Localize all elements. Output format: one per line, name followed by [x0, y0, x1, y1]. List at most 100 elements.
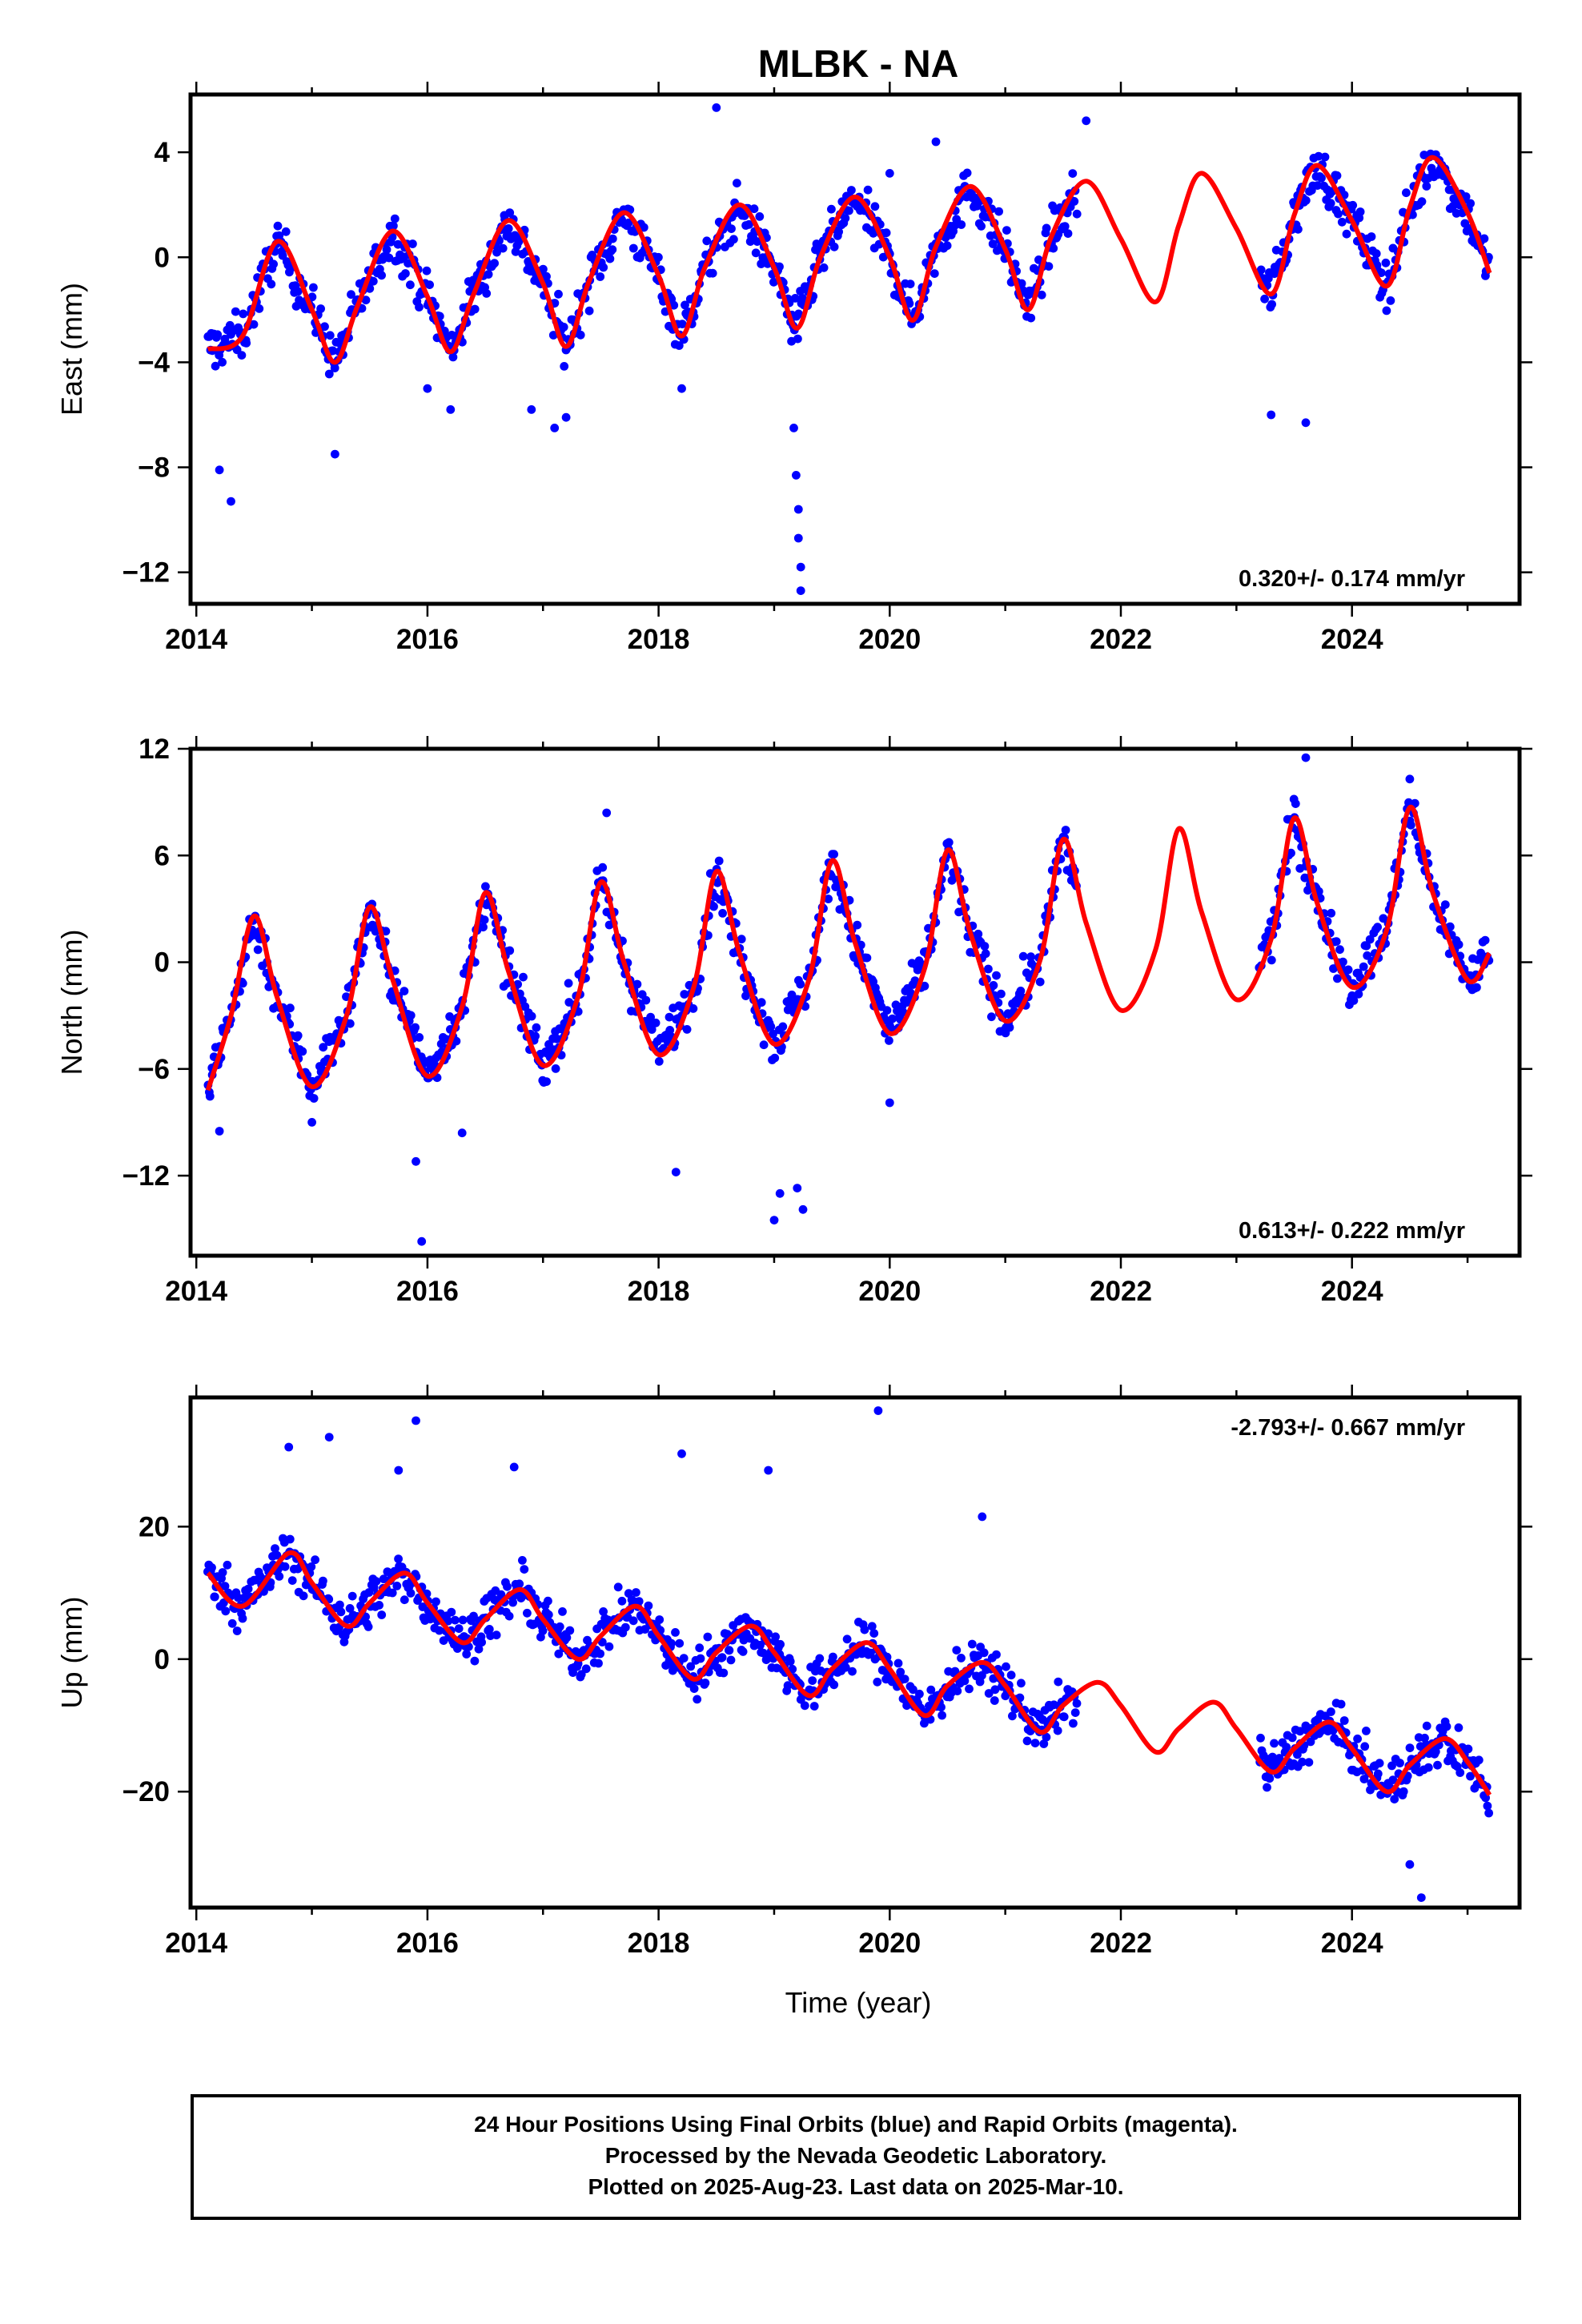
up-point: [544, 1596, 552, 1606]
up-point: [474, 1644, 484, 1654]
up-point: [1069, 1719, 1078, 1728]
up-point: [299, 1591, 308, 1601]
up-point: [604, 1642, 614, 1651]
up-point: [1454, 1723, 1464, 1732]
panels: 2014 2016 2018 2020 2022 2024 4 0 −4 −8 −12 East (m…: [55, 82, 1532, 1959]
east-point: [827, 204, 836, 214]
up-point: [893, 1659, 903, 1668]
east-point: [1386, 296, 1395, 305]
up-point: [210, 1592, 219, 1602]
east-plot-frame: [188, 92, 1522, 606]
east-point: [401, 269, 410, 278]
up-point: [1360, 1742, 1370, 1751]
east-outlier-point: [931, 137, 941, 147]
up-point: [232, 1626, 242, 1635]
up-point: [285, 1534, 295, 1544]
up-point: [1420, 1733, 1429, 1743]
east-outlier-point: [1082, 116, 1091, 126]
up-point: [1304, 1758, 1314, 1767]
up-point: [860, 1625, 869, 1634]
up-point: [800, 1701, 809, 1711]
north-point: [452, 1036, 461, 1046]
east-point: [1355, 207, 1365, 216]
up-point: [272, 1550, 282, 1560]
east-outlier-point: [712, 103, 721, 112]
north-x-tick-label: 2016: [396, 1276, 459, 1307]
east-point: [845, 206, 853, 215]
up-point: [841, 1663, 850, 1672]
north-point: [770, 1053, 780, 1063]
up-point: [1423, 1763, 1433, 1772]
up-point: [503, 1582, 512, 1591]
north-point: [757, 998, 766, 1007]
up-point: [1293, 1750, 1302, 1759]
north-point: [293, 1031, 303, 1040]
north-point: [981, 949, 990, 959]
east-point: [834, 227, 843, 236]
up-y-axis-label: Up (mm): [55, 1597, 88, 1709]
footer-frame: [191, 2094, 1521, 2220]
up-point: [565, 1626, 575, 1635]
up-point: [1265, 1774, 1275, 1783]
north-point: [1472, 983, 1481, 992]
east-point: [490, 259, 499, 268]
north-point: [1343, 965, 1353, 975]
east-point: [608, 245, 617, 254]
north-outlier-point: [1405, 774, 1415, 784]
up-point: [227, 1618, 237, 1628]
up-point: [628, 1616, 638, 1626]
up-point: [1270, 1739, 1279, 1748]
east-rate-label: 0.320+/- 0.174 mm/yr: [1239, 566, 1465, 592]
north-point: [632, 979, 642, 989]
up-point: [1339, 1716, 1349, 1725]
east-point: [878, 252, 888, 262]
up-point: [581, 1664, 591, 1674]
north-point: [551, 1064, 560, 1073]
east-point: [470, 304, 480, 314]
east-point: [1049, 243, 1058, 253]
footer-line-2: Processed by the Nevada Geodetic Laborat…: [605, 2143, 1107, 2168]
east-point: [1337, 217, 1347, 227]
north-point: [1327, 908, 1336, 918]
up-point: [207, 1563, 216, 1572]
up-point: [470, 1656, 480, 1666]
up-point: [1464, 1744, 1473, 1754]
up-x-tick-label: 2020: [858, 1928, 921, 1959]
east-point: [847, 186, 856, 195]
north-point: [714, 856, 724, 866]
east-point: [539, 264, 548, 274]
east-point: [654, 252, 663, 262]
up-point: [238, 1614, 247, 1623]
north-point: [253, 945, 263, 955]
north-point: [682, 1025, 692, 1034]
up-point: [896, 1667, 905, 1677]
north-point: [1349, 996, 1359, 1005]
east-point: [218, 357, 227, 367]
chart-title: MLBK - NA: [758, 43, 959, 86]
east-x-tick-label: 2024: [1321, 624, 1383, 655]
east-point: [819, 263, 829, 272]
east-point: [505, 208, 515, 217]
up-point: [596, 1649, 604, 1659]
up-point: [696, 1654, 705, 1663]
north-point: [888, 1014, 897, 1023]
up-point: [815, 1654, 825, 1663]
north-point: [862, 953, 872, 963]
up-point: [515, 1579, 524, 1589]
up-point: [1002, 1662, 1010, 1671]
east-outlier-point: [1267, 410, 1276, 420]
east-point: [753, 237, 762, 246]
east-point: [1348, 200, 1358, 210]
east-point: [930, 269, 939, 278]
east-point: [1037, 290, 1046, 300]
up-point: [873, 1677, 882, 1687]
up-point: [738, 1647, 748, 1656]
up-point: [558, 1607, 567, 1616]
east-outlier-point: [789, 424, 798, 432]
east-point: [390, 214, 400, 223]
east-point: [213, 330, 223, 340]
north-point: [1363, 951, 1372, 960]
east-point: [1072, 209, 1082, 219]
east-point: [249, 320, 259, 329]
east-point: [740, 211, 749, 220]
